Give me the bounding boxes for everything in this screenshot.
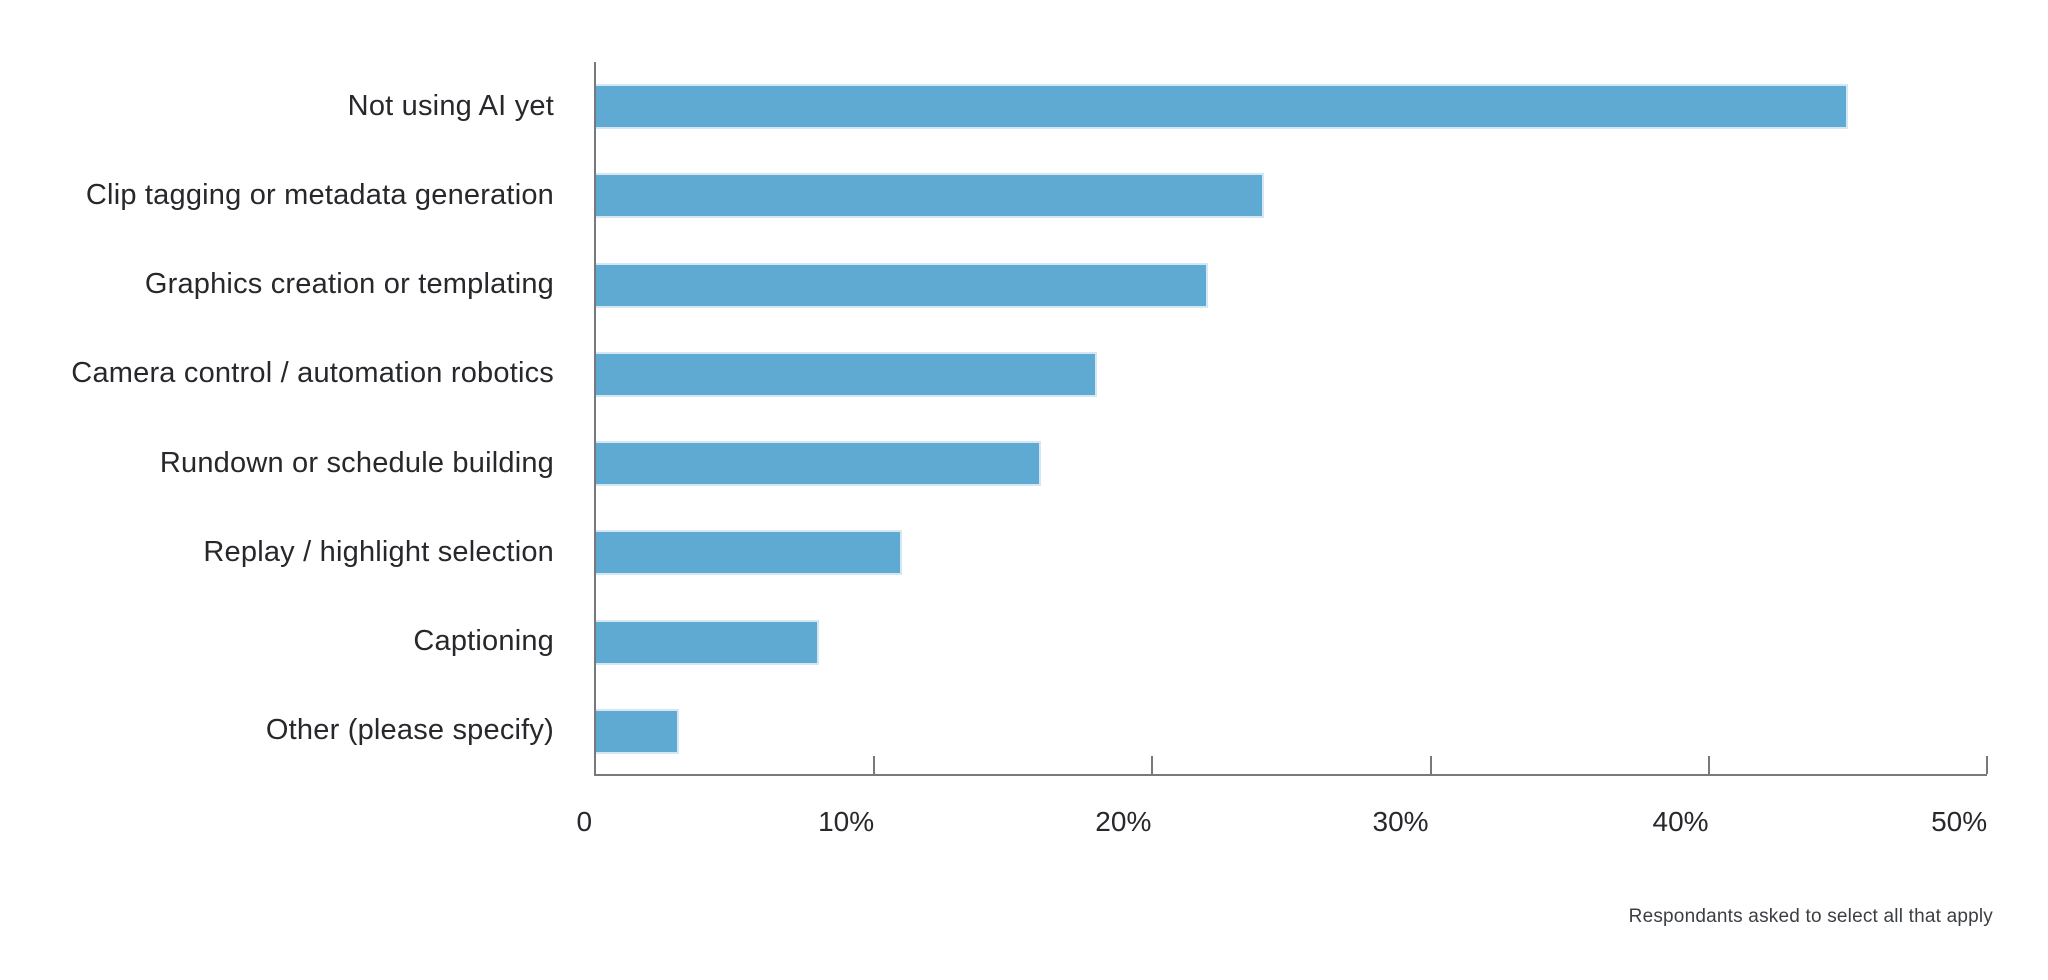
x-axis-tick	[873, 756, 876, 774]
x-axis-tick	[1707, 756, 1710, 774]
x-tick-label: 10%	[818, 806, 875, 837]
bar-captioning	[596, 619, 819, 665]
footnote: Respondants asked to select all that app…	[1628, 906, 1993, 927]
x-tick-label: 20%	[1095, 806, 1152, 837]
category-row: Not using AI yet	[0, 62, 594, 151]
category-label: Captioning	[413, 625, 554, 658]
bar-camera-control	[596, 351, 1097, 397]
category-label: Camera control / automation robotics	[71, 357, 554, 390]
category-row: Camera control / automation robotics	[0, 330, 594, 419]
bar-row	[596, 419, 1987, 508]
x-tick-label: 40%	[1652, 806, 1709, 837]
x-axis-tick	[1151, 756, 1154, 774]
bar-replay-highlight	[596, 530, 903, 576]
category-row: Captioning	[0, 598, 594, 687]
x-axis-tick	[1986, 756, 1988, 774]
x-tick-label: 50%	[1931, 806, 1988, 837]
bar-row	[596, 598, 1987, 687]
bar-other	[596, 708, 680, 754]
bar-rundown-building	[596, 441, 1042, 487]
bar-graphics-creation	[596, 262, 1209, 308]
x-axis-tick	[1429, 756, 1432, 774]
category-row: Clip tagging or metadata generation	[0, 151, 594, 240]
category-label: Not using AI yet	[347, 89, 554, 122]
x-tick-label: 0	[576, 806, 593, 837]
category-label: Rundown or schedule building	[159, 446, 554, 479]
bar-row	[596, 241, 1987, 330]
bar-row	[596, 62, 1987, 151]
category-row: Other (please specify)	[0, 687, 594, 776]
category-label: Graphics creation or templating	[144, 268, 554, 301]
category-row: Graphics creation or templating	[0, 241, 594, 330]
category-label: Other (please specify)	[265, 714, 554, 747]
category-row: Replay / highlight selection	[0, 508, 594, 597]
bar-not-using-ai-yet	[596, 84, 1848, 130]
bar-row	[596, 687, 1987, 776]
bar-row	[596, 508, 1987, 597]
plot-area	[594, 62, 1988, 776]
bar-row	[596, 330, 1987, 419]
bar-row	[596, 151, 1987, 240]
x-tick-label: 30%	[1372, 806, 1429, 837]
category-row: Rundown or schedule building	[0, 419, 594, 508]
category-axis: Not using AI yet Clip tagging or metadat…	[0, 62, 594, 776]
bar-clip-tagging	[596, 173, 1264, 219]
category-label: Replay / highlight selection	[203, 535, 554, 568]
x-axis: 0 10% 20% 30% 40% 50%	[576, 806, 1988, 848]
category-label: Clip tagging or metadata generation	[85, 178, 554, 211]
